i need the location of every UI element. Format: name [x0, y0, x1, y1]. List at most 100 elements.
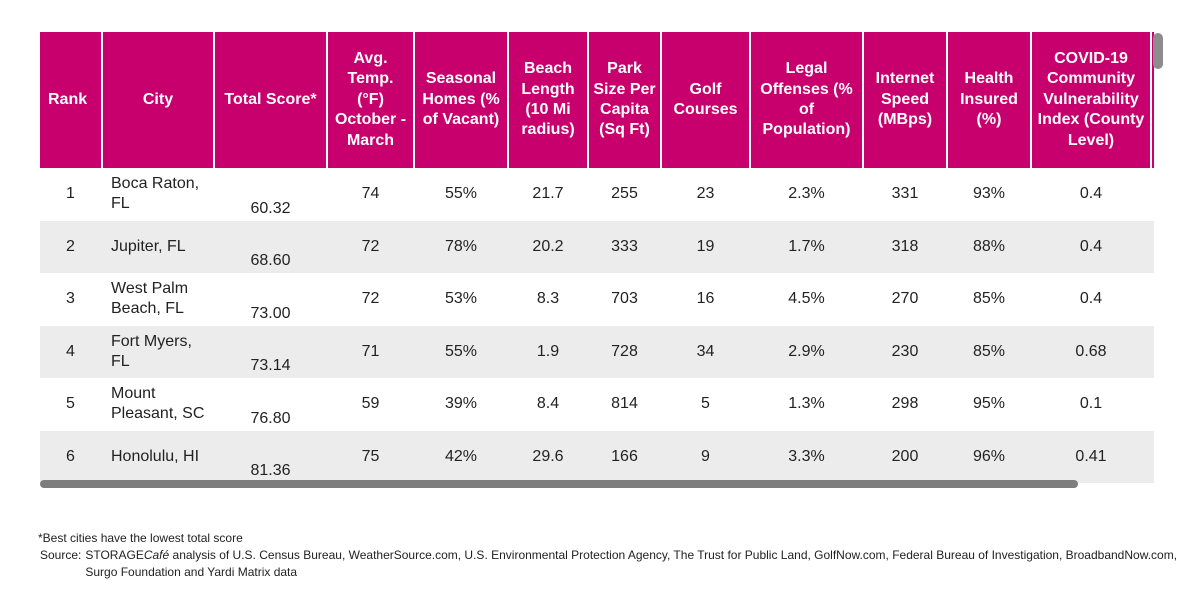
cell-internet-speed: 331 — [891, 185, 919, 203]
source-label: Source: — [40, 548, 82, 562]
vertical-scrollbar-thumb[interactable] — [1153, 33, 1163, 69]
cell-golf-courses: 23 — [696, 185, 715, 203]
cell-avg-temp: 74 — [361, 185, 380, 203]
cell-legal-offenses: 2.3% — [788, 185, 825, 203]
cell-avg-temp: 71 — [328, 325, 415, 378]
cell-covid-index: 0.4 — [1079, 290, 1103, 308]
cell-golf-courses: 19 — [662, 220, 751, 273]
cell-internet-speed: 200 — [864, 430, 948, 483]
cell-internet-speed: 270 — [891, 290, 919, 308]
cell-overflow — [1152, 378, 1154, 431]
cell-golf-courses: 9 — [662, 430, 751, 483]
cell-internet-speed: 298 — [891, 395, 919, 413]
cell-legal-offenses: 2.9% — [751, 325, 864, 378]
source-note: Source: STORAGECafé analysis of U.S. Cen… — [38, 547, 1180, 581]
cell-total-score: 81.36 — [215, 430, 328, 483]
cell-total-score: 68.60 — [215, 220, 328, 273]
cell-total-score: 73.14 — [215, 325, 328, 378]
cell-legal-offenses: 1.3% — [788, 395, 825, 413]
cell-covid-index: 0.4 — [1032, 220, 1152, 273]
cell-city: West Palm Beach, FL — [111, 280, 189, 318]
cell-avg-temp: 59 — [361, 395, 380, 413]
table-row: 6 Honolulu, HI 81.36 75 42% 29.6 166 9 3… — [40, 430, 1154, 483]
horizontal-scrollbar-thumb[interactable] — [40, 480, 1078, 488]
cell-health-insured: 85% — [948, 325, 1032, 378]
cell-avg-temp: 75 — [328, 430, 415, 483]
cell-park-size: 814 — [611, 395, 638, 413]
cell-health-insured: 93% — [972, 185, 1006, 203]
cell-overflow — [1152, 325, 1154, 378]
cell-legal-offenses: 3.3% — [751, 430, 864, 483]
col-header-park-size: Park Size Per Capita (Sq Ft) — [589, 32, 662, 168]
footnote-best-cities: *Best cities have the lowest total score — [38, 531, 243, 545]
table-row: 3 West Palm Beach, FL 73.00 72 53% 8.3 7… — [40, 273, 1154, 326]
footnotes: *Best cities have the lowest total score… — [38, 530, 1180, 581]
cell-health-insured: 88% — [948, 220, 1032, 273]
cell-seasonal-homes: 55% — [415, 325, 509, 378]
cell-park-size: 166 — [589, 430, 662, 483]
cell-seasonal-homes: 55% — [444, 185, 478, 203]
cell-legal-offenses: 4.5% — [788, 290, 825, 308]
cell-park-size: 255 — [611, 185, 638, 203]
cell-rank: 2 — [40, 220, 103, 273]
header-row: Rank City Total Score* Avg. Temp. (°F) O… — [40, 32, 1154, 168]
table-viewport[interactable]: Rank City Total Score* Avg. Temp. (°F) O… — [40, 32, 1154, 484]
cell-golf-courses: 16 — [696, 290, 715, 308]
cell-total-score: 60.32 — [250, 199, 291, 217]
cell-total-score: 76.80 — [250, 409, 291, 427]
col-header-city: City — [103, 32, 215, 168]
cell-beach-length: 21.7 — [532, 185, 564, 203]
col-header-covid-index: COVID-19 Community Vulnerability Index (… — [1032, 32, 1152, 168]
cell-internet-speed: 230 — [864, 325, 948, 378]
col-header-seasonal-homes: Seasonal Homes (% of Vacant) — [415, 32, 509, 168]
col-header-avg-temp: Avg. Temp. (°F) October - March — [328, 32, 415, 168]
cell-covid-index: 0.68 — [1032, 325, 1152, 378]
cell-overflow — [1152, 168, 1154, 221]
cell-health-insured: 96% — [948, 430, 1032, 483]
cell-rank: 6 — [40, 430, 103, 483]
cell-overflow — [1152, 430, 1154, 483]
col-header-beach-length: Beach Length (10 Mi radius) — [509, 32, 589, 168]
col-header-total-score: Total Score* — [215, 32, 328, 168]
source-text: STORAGECafé analysis of U.S. Census Bure… — [85, 547, 1180, 581]
cell-overflow — [1152, 220, 1154, 273]
cell-beach-length: 8.3 — [536, 290, 560, 308]
cell-seasonal-homes: 53% — [444, 290, 478, 308]
cell-park-size: 333 — [589, 220, 662, 273]
city-ranking-table: Rank City Total Score* Avg. Temp. (°F) O… — [40, 32, 1154, 483]
cell-rank: 4 — [40, 325, 103, 378]
col-header-health-insured: Health Insured (%) — [948, 32, 1032, 168]
source-brand: STORAGECafé — [85, 548, 169, 562]
cell-golf-courses: 5 — [701, 395, 710, 413]
source-brand-italic: Café — [143, 548, 170, 562]
cell-rank: 5 — [66, 395, 75, 413]
cell-city: Fort Myers, FL — [103, 325, 215, 378]
cell-rank: 1 — [66, 185, 75, 203]
col-header-overflow — [1152, 32, 1154, 168]
cell-beach-length: 20.2 — [509, 220, 589, 273]
cell-health-insured: 95% — [972, 395, 1006, 413]
cell-golf-courses: 34 — [662, 325, 751, 378]
cell-legal-offenses: 1.7% — [751, 220, 864, 273]
cell-park-size: 728 — [589, 325, 662, 378]
col-header-rank: Rank — [40, 32, 103, 168]
cell-internet-speed: 318 — [864, 220, 948, 273]
cell-covid-index: 0.41 — [1032, 430, 1152, 483]
table-row: 2 Jupiter, FL 68.60 72 78% 20.2 333 19 1… — [40, 220, 1154, 273]
cell-overflow — [1152, 273, 1154, 326]
cell-seasonal-homes: 78% — [415, 220, 509, 273]
col-header-internet-speed: Internet Speed (MBps) — [864, 32, 948, 168]
cell-city: Jupiter, FL — [103, 220, 215, 273]
cell-city: Honolulu, HI — [103, 430, 215, 483]
cell-city: Boca Raton, FL — [111, 175, 200, 213]
cell-seasonal-homes: 39% — [444, 395, 478, 413]
cell-seasonal-homes: 42% — [415, 430, 509, 483]
cell-beach-length: 29.6 — [509, 430, 589, 483]
col-header-legal-offenses: Legal Offenses (% of Population) — [751, 32, 864, 168]
cell-covid-index: 0.1 — [1079, 395, 1103, 413]
cell-beach-length: 8.4 — [536, 395, 560, 413]
source-body: analysis of U.S. Census Bureau, WeatherS… — [85, 548, 1178, 579]
cell-city: Mount Pleasant, SC — [111, 385, 205, 423]
table-row: 1 Boca Raton, FL 60.32 74 55% 21.7 255 2… — [40, 168, 1154, 221]
cell-park-size: 703 — [611, 290, 638, 308]
